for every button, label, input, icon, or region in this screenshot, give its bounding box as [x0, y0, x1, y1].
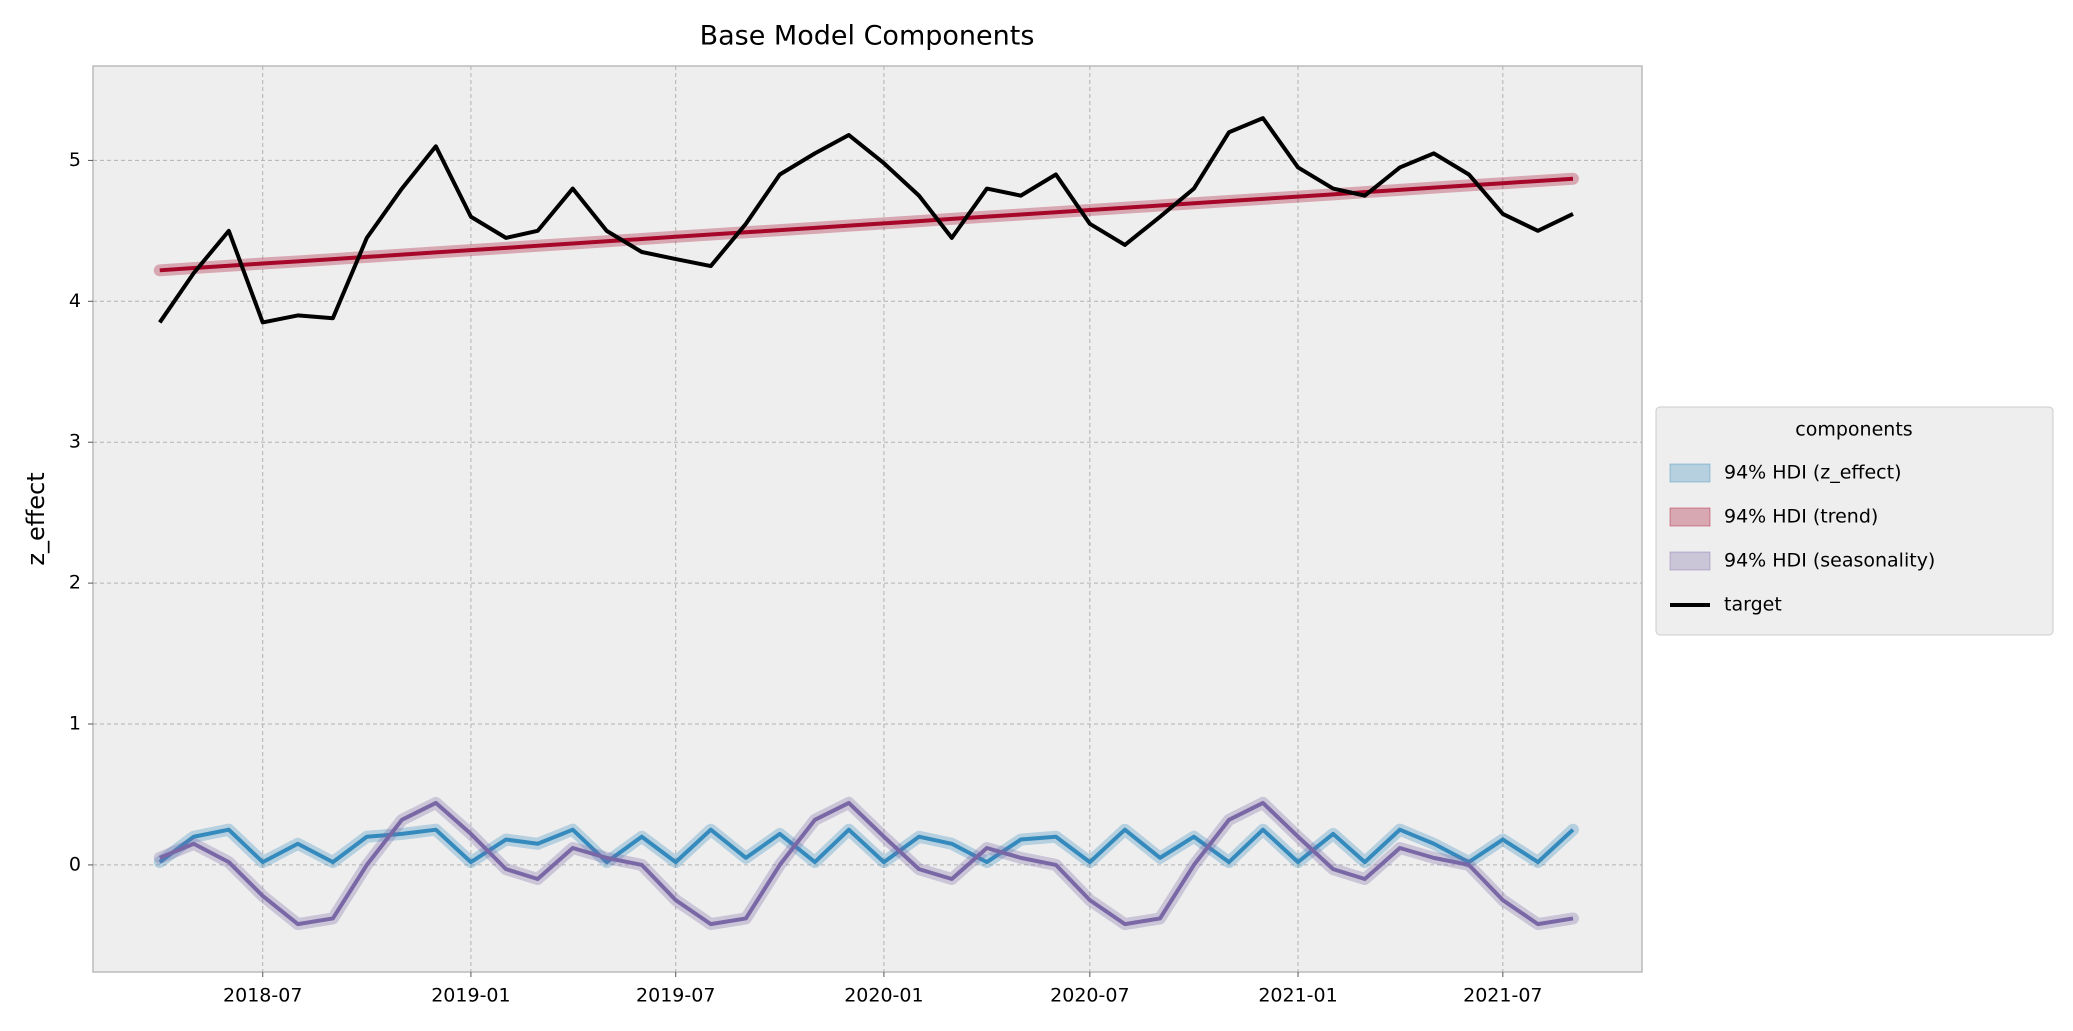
grid: 0 1 2 3 4 5 2018-07 2019-01 2019-07 2020-01 2020-0… [69, 66, 1642, 1007]
y-axis-label: z_effect [22, 472, 50, 565]
y-tick-label: 1 [69, 713, 81, 735]
series-line [159, 176, 1574, 273]
series-line [158, 116, 1574, 325]
legend-label: 94% HDI (seasonality) [1724, 550, 1935, 572]
x-tick-label: 2021-01 [1258, 985, 1337, 1007]
legend-title: components [1795, 419, 1912, 441]
y-tick-label: 2 [69, 572, 81, 594]
legend-label: 94% HDI (z_effect) [1724, 462, 1902, 484]
marks [153, 116, 1579, 931]
y-tick-label: 5 [69, 149, 81, 171]
legend-swatch [1669, 507, 1711, 527]
chart-title: Base Model Components [700, 21, 1035, 52]
x-tick-label: 2018-07 [223, 985, 302, 1007]
x-tick-label: 2021-07 [1463, 985, 1542, 1007]
legend-label: 94% HDI (trend) [1724, 506, 1878, 528]
series-line [158, 827, 1575, 865]
y-tick-label: 0 [69, 853, 81, 875]
x-tick-label: 2020-01 [844, 985, 923, 1007]
series-line [158, 800, 1574, 927]
legend: components 94% HDI (z_effect) 94% HDI (tr… [1655, 406, 2054, 636]
legend-box [1655, 406, 2054, 636]
x-tick-label: 2020-07 [1050, 985, 1129, 1007]
legend-swatch [1669, 551, 1711, 571]
x-tick-label: 2019-07 [636, 985, 715, 1007]
y-tick-label: 3 [69, 431, 81, 453]
legend-swatch [1669, 463, 1711, 483]
legend-label: target [1724, 594, 1782, 616]
y-tick-label: 4 [69, 290, 81, 312]
x-tick-label: 2019-01 [431, 985, 510, 1007]
